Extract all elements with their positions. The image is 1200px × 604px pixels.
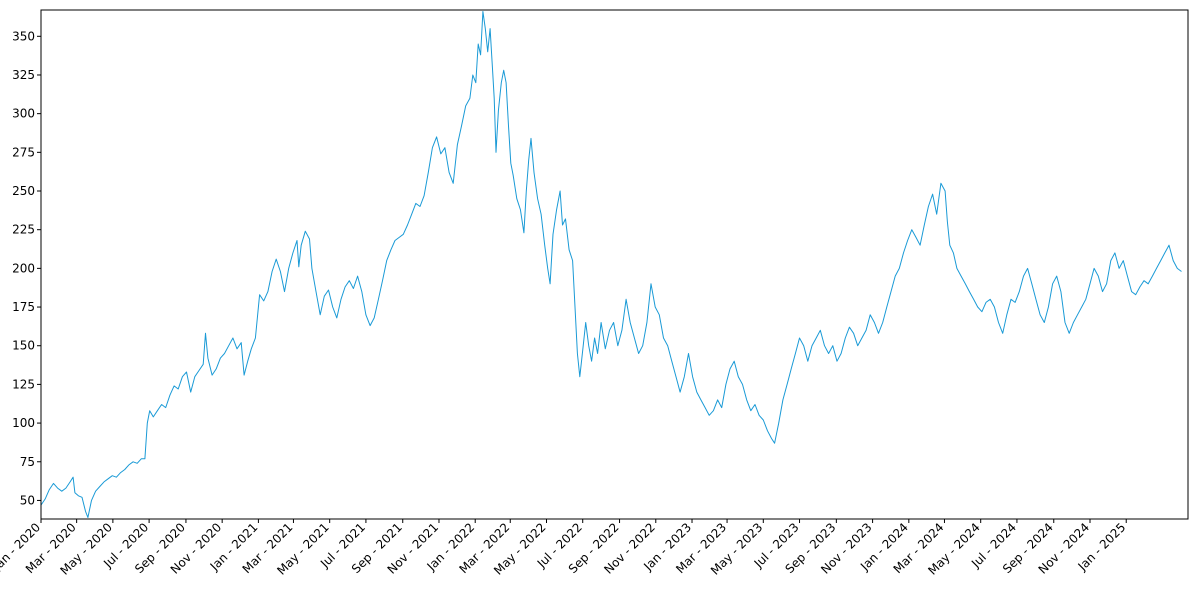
plot-area-frame (40, 9, 1189, 520)
y-tick-label: 150 (12, 339, 35, 353)
y-tick-label: 125 (12, 377, 35, 391)
y-tick-label: 175 (12, 300, 35, 314)
y-tick-label: 350 (12, 29, 35, 43)
y-tick-label: 300 (12, 107, 35, 121)
y-axis: 50 75 100 125 150 175 200 225 250 275 300 325 350 (12, 29, 41, 507)
y-tick-label: 200 (12, 261, 35, 275)
y-tick-label: 325 (12, 68, 35, 82)
y-tick-label: 225 (12, 223, 35, 237)
y-tick-label: 50 (20, 493, 35, 507)
price-series-line (40, 11, 1182, 518)
y-tick-label: 100 (12, 416, 35, 430)
y-tick-label: 275 (12, 145, 35, 159)
y-tick-label: 75 (20, 455, 35, 469)
y-tick-label: 250 (12, 184, 35, 198)
